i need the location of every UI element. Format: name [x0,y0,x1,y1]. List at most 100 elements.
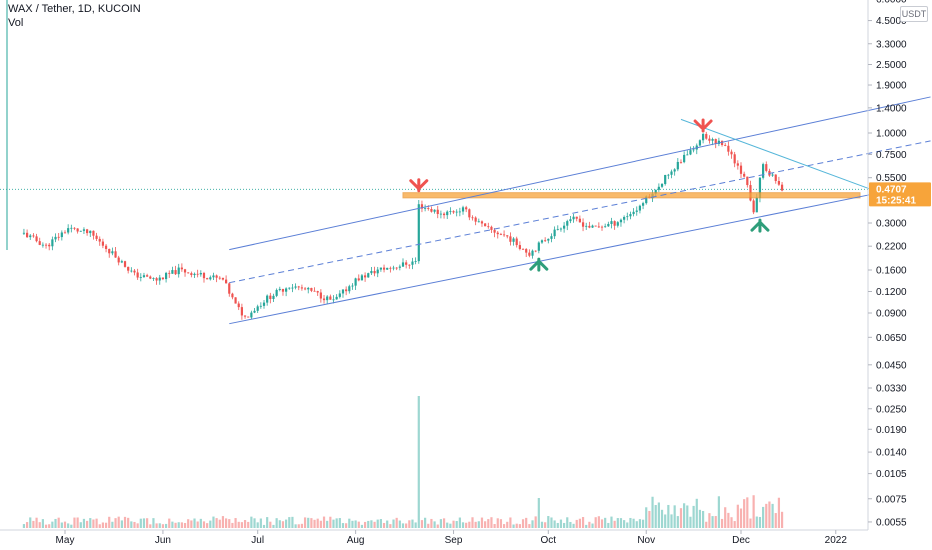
time-axis[interactable]: May Jun Jul Aug Sep Oct Nov Dec 2022 [56,530,848,546]
volume-bar [540,521,544,528]
candle-body [401,262,405,267]
volume-bar [585,524,588,528]
candle-body [54,236,57,240]
volume-bar [550,517,553,528]
volume-bar [89,518,92,528]
volume-bar [708,513,711,528]
volume-bar [101,522,105,528]
volume-bar [332,519,335,528]
volume-bar [92,519,95,528]
volume-bar [689,516,692,528]
volume-bar [452,520,455,528]
volume-bar [95,518,98,528]
candle-body [228,283,231,294]
volume-bar [73,517,76,528]
volume-bar [673,505,676,528]
candle-body [708,138,711,141]
volume-bar [711,516,714,528]
volume-bar [98,524,101,528]
candle-body [645,196,648,204]
price-tick-label: 0.0190 [876,425,907,436]
volume-bar [237,521,240,528]
candle-body [585,225,588,227]
volume-bar [581,517,585,528]
candle-body [51,239,54,247]
candle-body [218,277,221,279]
candle-body [63,232,67,234]
candle-body [180,267,183,270]
volume-bar [259,518,262,528]
volume-bar [458,517,461,528]
candle-body [70,227,73,229]
volume-bar [22,524,26,528]
volume-bar [635,521,638,528]
volume-bar [679,508,683,528]
candle-body [149,276,152,279]
candle-body [446,211,449,216]
volume-bar [509,517,512,528]
volume-bar [54,518,57,528]
candle-body [714,139,717,144]
volume-bar [499,519,503,528]
volume-bar [420,520,424,528]
time-tick-label: 2022 [825,535,848,546]
volume-bar [348,518,351,528]
candle-body [168,272,171,274]
candle-body [155,278,158,281]
candle-body [632,211,635,215]
volume-bar [762,506,765,528]
candle-body [578,218,581,223]
volume-bar [285,519,288,528]
volume-bar [275,518,278,528]
volume-bar [398,520,401,528]
candle-body [360,275,364,281]
price-tick-label: 0.5500 [876,173,907,184]
candle-body [120,261,123,263]
candle-body [743,173,746,177]
candle-body [676,161,679,170]
volume-bar [664,514,667,528]
volume-bar [146,518,149,528]
volume-bar [597,516,600,528]
volume-bar [752,495,755,528]
candle-body [243,315,247,317]
volume-bar [534,516,537,528]
volume-bar [60,522,63,528]
candle-body [509,236,512,242]
candle-body [272,295,275,300]
candle-body [319,292,322,299]
volume-bar [335,518,338,528]
volume-bar [114,518,117,528]
candle-body [183,269,187,273]
volume-bar [717,496,720,528]
volume-bar [183,522,187,528]
candle-body [193,273,196,276]
price-tick-label: 1.4000 [876,103,907,114]
volume-bar [629,517,632,528]
price-tick-label: 0.0450 [876,360,907,371]
volume-bar [234,518,237,528]
currency-button[interactable]: USDT [900,6,928,22]
candle-body [363,275,367,278]
time-tick-label: Oct [541,535,557,546]
candle-body [108,248,111,254]
candle-body [48,244,51,247]
volume-bar [149,524,152,528]
volume-bar [765,503,768,528]
volume-bar [461,522,465,528]
candle-body [572,216,575,220]
candle-body [610,221,613,224]
candle-body [547,238,550,241]
volume-bar [623,520,626,528]
volume-bar [619,518,623,528]
candle-body [619,219,623,223]
candle-body [537,242,540,251]
candle-body [152,278,155,279]
candle-body [525,249,528,253]
symbol-title[interactable]: WAX / Tether, 1D, KUCOIN [8,3,141,15]
candle-body [414,261,417,262]
volume-bar [512,524,515,528]
sell-signal-arrow-icon [693,118,713,133]
price-axis[interactable]: 6.0000 4.5000 3.3000 2.5000 1.9000 1.4000 1.00… [868,0,907,528]
